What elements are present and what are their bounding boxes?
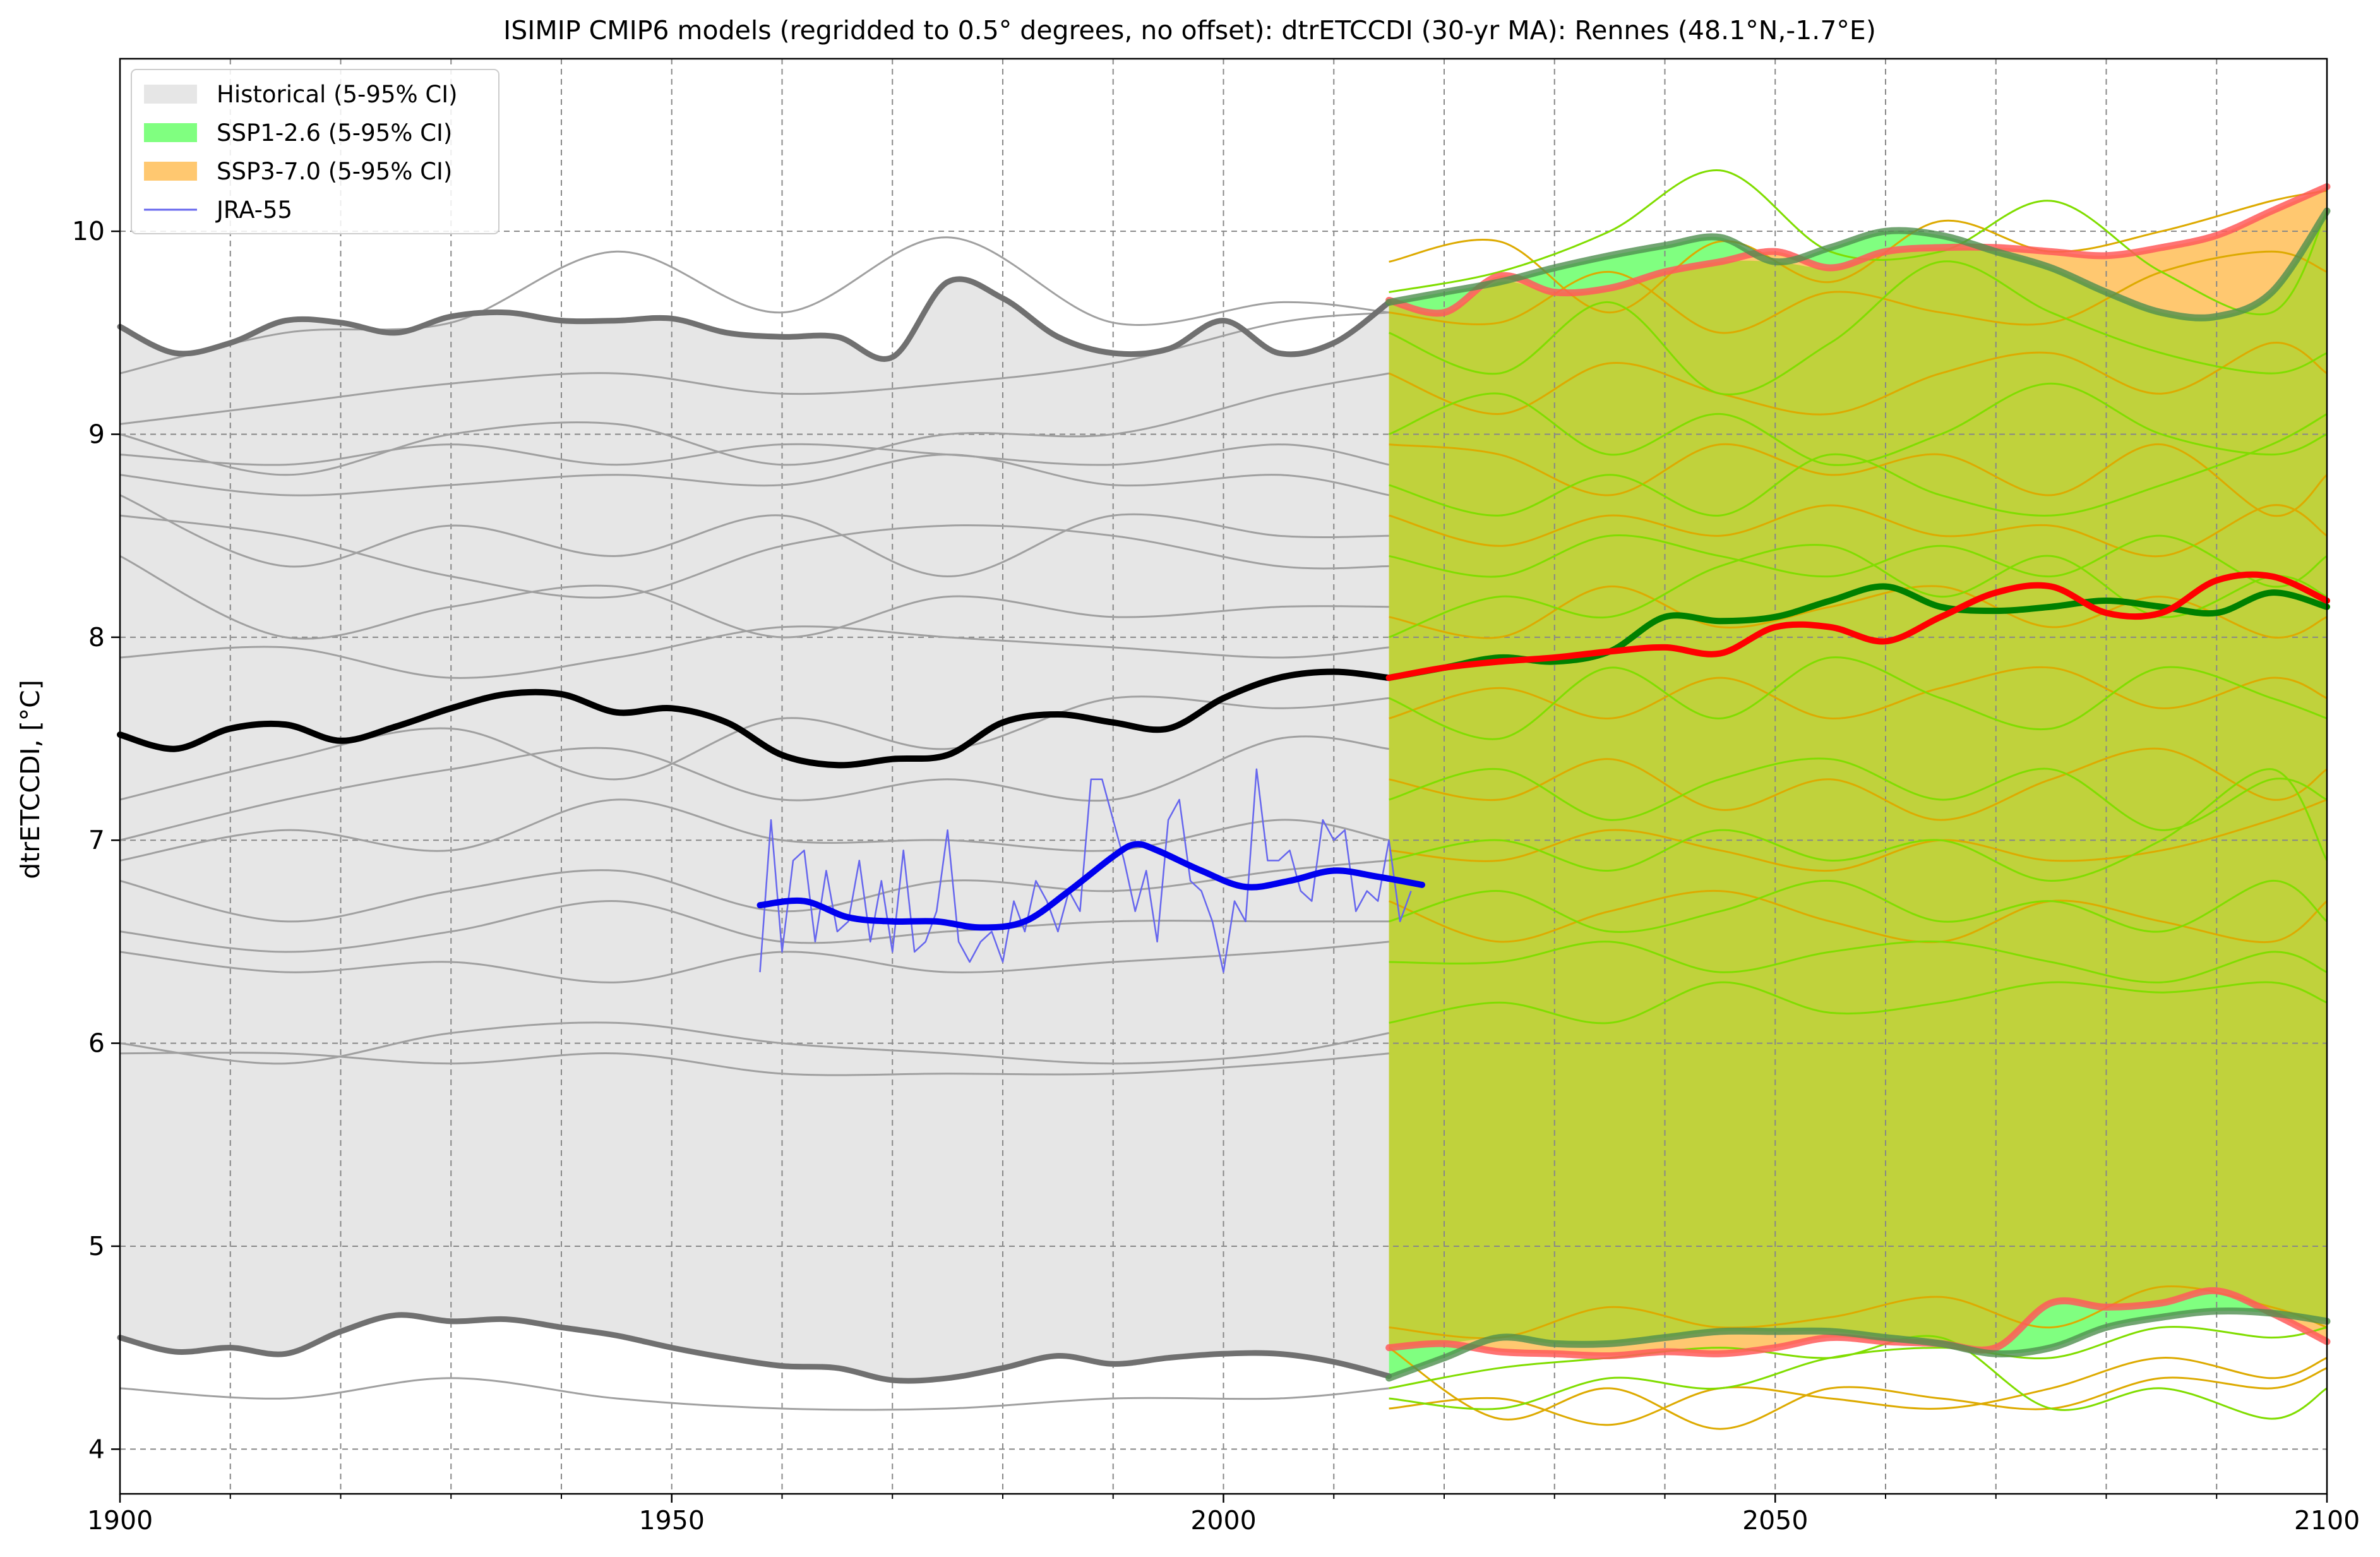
historical-model-line: [119, 900, 1389, 953]
ssp370-model-line: [1389, 342, 2328, 416]
ssp126-lower-bound: [1385, 1307, 2331, 1382]
ssp126-model-line: [1389, 757, 2328, 831]
ssp126-mean-line: [1385, 583, 2330, 682]
historical-model-line: [119, 798, 1389, 862]
model-lines-layer: [119, 169, 2328, 1430]
y-tick-label: 5: [88, 1231, 105, 1261]
ssp126-model-line: [1389, 1326, 2328, 1410]
ssp126-model-line: [1389, 534, 2328, 588]
historical-model-line: [119, 311, 1389, 425]
ssp126-model-line: [1389, 879, 2328, 934]
ssp370-model-line: [1389, 250, 2328, 334]
x-tick-label: 2050: [1742, 1505, 1808, 1536]
legend-swatch: [144, 162, 197, 181]
ssp126-model-line: [1389, 768, 2328, 882]
historical-model-line: [119, 1377, 1389, 1411]
ssp370-lower-bound: [1385, 1287, 2331, 1360]
ssp370-model-line: [1389, 1285, 2328, 1340]
historical-model-line: [119, 859, 1389, 923]
historical-model-line: [119, 941, 1389, 983]
ssp370-model-line: [1389, 504, 2328, 558]
x-tick-label: 2100: [2294, 1505, 2360, 1536]
historical-model-line: [119, 236, 1389, 375]
ssp370-model-line: [1388, 1347, 2328, 1430]
y-tick-label: 4: [88, 1434, 105, 1464]
ssp126-model-line: [1389, 981, 2328, 1025]
historical-model-line: [119, 372, 1389, 476]
ssp370-model-line: [1389, 1357, 2328, 1426]
historical-ci-band: [120, 279, 1389, 1381]
historical-model-line: [119, 695, 1389, 801]
historical-model-line: [119, 555, 1389, 640]
y-axis-label: dtrETCCDI, [°C]: [15, 680, 45, 879]
y-tick-label: 10: [72, 216, 105, 246]
ssp126-upper-bound: [1385, 207, 2331, 322]
historical-model-line: [119, 514, 1389, 599]
y-tick-label: 9: [88, 419, 105, 450]
y-tick-label: 6: [88, 1028, 105, 1059]
jra55-smoothed-line: [756, 841, 1425, 931]
x-tick-label: 1950: [639, 1505, 705, 1536]
ssp126-model-line: [1389, 941, 2328, 983]
historical-model-line: [119, 1052, 1389, 1076]
axis-ticks-layer: 1900 1950 2000 2050 2100 4 5 6 7 8 9 10: [72, 216, 2360, 1536]
mean-lines-layer: [117, 183, 2331, 1384]
ssp370-model-line: [1389, 585, 2328, 639]
legend-swatch: [144, 123, 197, 142]
historical-upper-bound: [117, 276, 1392, 362]
legend-box: [131, 69, 499, 234]
ssp126-model-line: [1389, 260, 2328, 395]
chart-title: ISIMIP CMIP6 models (regridded to 0.5° d…: [503, 15, 1876, 45]
x-tick-label: 1900: [87, 1505, 153, 1536]
legend-label: SSP1-2.6 (5-95% CI): [217, 119, 452, 147]
band-layer: [120, 186, 2327, 1381]
ssp370-mean-line: [1385, 571, 2330, 682]
historical-lower-bound: [117, 1312, 1392, 1384]
ssp370-model-line: [1389, 189, 2328, 314]
scenario-overlap-band: [1389, 211, 2327, 1350]
historical-model-line: [119, 1021, 1389, 1065]
historical-mean-line: [117, 668, 1392, 769]
ssp370-model-line: [1389, 798, 2328, 872]
legend-label: SSP3-7.0 (5-95% CI): [217, 158, 452, 185]
x-tick-label: 2000: [1190, 1505, 1256, 1536]
ssp370-model-line: [1389, 747, 2328, 821]
legend: Historical (5-95% CI) SSP1-2.6 (5-95% CI)…: [131, 69, 499, 234]
y-tick-label: 7: [88, 825, 105, 855]
legend-label: JRA-55: [215, 196, 292, 224]
ssp126-model-line: [1389, 169, 2328, 316]
historical-model-line: [119, 735, 1389, 841]
historical-model-line: [119, 443, 1389, 466]
ssp370-upper-bound: [1385, 183, 2331, 317]
legend-label: Historical (5-95% CI): [217, 81, 458, 108]
ssp126-model-line: [1389, 656, 2328, 740]
jra55-raw-line: [759, 768, 1412, 973]
historical-model-line: [119, 494, 1389, 578]
ssp370-model-line: [1389, 889, 2328, 944]
historical-model-line: [119, 625, 1389, 679]
ssp126-model-line: [1389, 413, 2328, 517]
historical-model-line: [119, 454, 1389, 496]
ssp126-model-line: [1389, 1335, 2328, 1420]
y-tick-label: 8: [88, 622, 105, 652]
legend-swatch: [144, 85, 197, 104]
